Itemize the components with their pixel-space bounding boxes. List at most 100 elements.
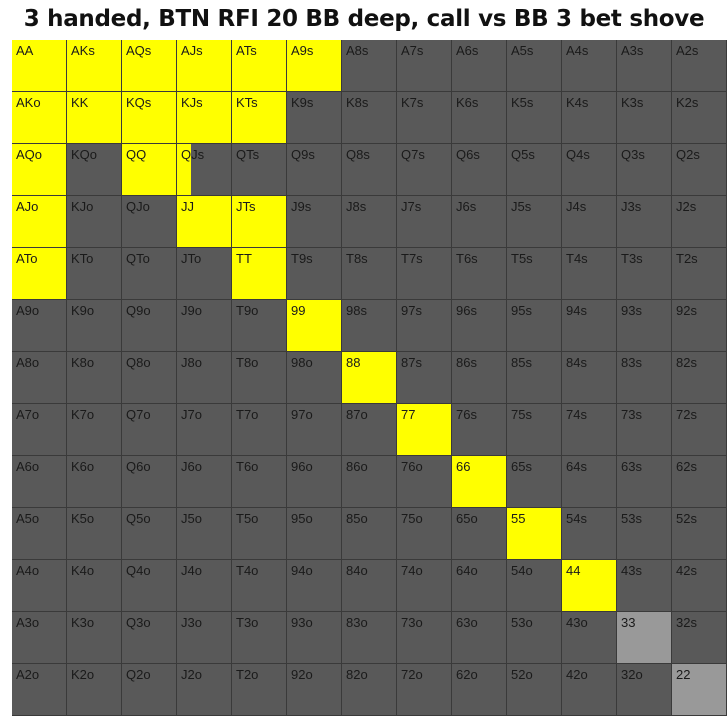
hand-label-K5o: K5o	[71, 511, 95, 526]
hand-label-T6o: T6o	[236, 459, 259, 474]
hand-cell-93s: 93s	[617, 300, 672, 352]
hand-label-44: 44	[566, 563, 581, 578]
hand-cell-43o: 43o	[562, 612, 617, 664]
hand-label-A5s: A5s	[511, 43, 534, 58]
hand-label-72o: 72o	[401, 667, 423, 682]
hand-label-ATs: ATs	[236, 43, 257, 58]
hand-label-33: 33	[621, 615, 636, 630]
hand-label-A2o: A2o	[16, 667, 40, 682]
hand-cell-54o: 54o	[507, 560, 562, 612]
hand-label-Q3s: Q3s	[621, 147, 645, 162]
hand-label-AKs: AKs	[71, 43, 95, 58]
hand-label-86o: 86o	[346, 459, 368, 474]
hand-cell-87o: 87o	[342, 404, 397, 456]
hand-cell-76o: 76o	[397, 456, 452, 508]
hand-cell-J8s: J8s	[342, 196, 397, 248]
hand-label-53s: 53s	[621, 511, 642, 526]
hand-cell-A2o: A2o	[12, 664, 67, 716]
hand-label-82o: 82o	[346, 667, 368, 682]
hand-cell-K8s: K8s	[342, 92, 397, 144]
hand-label-A3o: A3o	[16, 615, 40, 630]
hand-cell-T9o: T9o	[232, 300, 287, 352]
hand-label-42o: 42o	[566, 667, 588, 682]
hand-label-Q7o: Q7o	[126, 407, 151, 422]
call-fill-AQo	[12, 144, 66, 195]
hand-label-73s: 73s	[621, 407, 642, 422]
hand-label-J6s: J6s	[456, 199, 477, 214]
hand-cell-K2o: K2o	[67, 664, 122, 716]
hand-cell-K9o: K9o	[67, 300, 122, 352]
call-fill-ATo	[12, 248, 66, 299]
hand-cell-K8o: K8o	[67, 352, 122, 404]
hand-label-J4o: J4o	[181, 563, 202, 578]
call-fill-QJs	[177, 144, 191, 195]
hand-label-82s: 82s	[676, 355, 697, 370]
hand-label-J5o: J5o	[181, 511, 202, 526]
hand-cell-62s: 62s	[672, 456, 727, 508]
hand-cell-A6o: A6o	[12, 456, 67, 508]
hand-label-T9o: T9o	[236, 303, 259, 318]
hand-cell-A7o: A7o	[12, 404, 67, 456]
hand-label-85s: 85s	[511, 355, 532, 370]
hand-cell-88: 88	[342, 352, 397, 404]
hand-label-T5o: T5o	[236, 511, 259, 526]
hand-label-65o: 65o	[456, 511, 478, 526]
hand-label-76s: 76s	[456, 407, 477, 422]
call-fill-88	[342, 352, 396, 403]
hand-cell-K5o: K5o	[67, 508, 122, 560]
call-fill-AJs	[177, 40, 231, 91]
hand-label-AQs: AQs	[126, 43, 152, 58]
hand-label-A8o: A8o	[16, 355, 40, 370]
hand-label-A7s: A7s	[401, 43, 424, 58]
hand-cell-T4s: T4s	[562, 248, 617, 300]
hand-cell-33: 33	[617, 612, 672, 664]
hand-label-32s: 32s	[676, 615, 697, 630]
hand-label-A4s: A4s	[566, 43, 589, 58]
hand-label-KQs: KQs	[126, 95, 152, 110]
hand-label-JJ: JJ	[181, 199, 194, 214]
hand-label-QQ: QQ	[126, 147, 147, 162]
hand-label-J3s: J3s	[621, 199, 642, 214]
hand-label-K4s: K4s	[566, 95, 589, 110]
hand-label-T9s: T9s	[291, 251, 313, 266]
call-fill-AA	[12, 40, 66, 91]
hand-cell-44: 44	[562, 560, 617, 612]
hand-label-J9o: J9o	[181, 303, 202, 318]
hand-cell-A9o: A9o	[12, 300, 67, 352]
hand-cell-T2s: T2s	[672, 248, 727, 300]
hand-label-T4o: T4o	[236, 563, 259, 578]
hand-label-54s: 54s	[566, 511, 587, 526]
hand-cell-KTo: KTo	[67, 248, 122, 300]
hand-cell-T4o: T4o	[232, 560, 287, 612]
call-fill-KJs	[177, 92, 231, 143]
hand-label-97s: 97s	[401, 303, 422, 318]
hand-label-A9s: A9s	[291, 43, 314, 58]
hand-label-TT: TT	[236, 251, 252, 266]
hand-label-Q5s: Q5s	[511, 147, 535, 162]
call-fill-AQs	[122, 40, 176, 91]
hand-label-K9o: K9o	[71, 303, 95, 318]
hand-cell-65s: 65s	[507, 456, 562, 508]
hand-cell-75s: 75s	[507, 404, 562, 456]
hand-label-Q6o: Q6o	[126, 459, 151, 474]
call-fill-JTs	[232, 196, 286, 247]
hand-cell-Q4s: Q4s	[562, 144, 617, 196]
hand-cell-KQs: KQs	[122, 92, 177, 144]
hand-cell-53s: 53s	[617, 508, 672, 560]
hand-cell-J2o: J2o	[177, 664, 232, 716]
hand-label-JTs: JTs	[236, 199, 256, 214]
hand-label-98o: 98o	[291, 355, 313, 370]
hand-label-43o: 43o	[566, 615, 588, 630]
hand-label-96o: 96o	[291, 459, 313, 474]
hand-cell-A6s: A6s	[452, 40, 507, 92]
hand-label-43s: 43s	[621, 563, 642, 578]
hand-label-T2o: T2o	[236, 667, 259, 682]
hand-label-83o: 83o	[346, 615, 368, 630]
hand-cell-87s: 87s	[397, 352, 452, 404]
hand-cell-63o: 63o	[452, 612, 507, 664]
hand-cell-82s: 82s	[672, 352, 727, 404]
hand-label-K9s: K9s	[291, 95, 314, 110]
hand-label-A9o: A9o	[16, 303, 40, 318]
hand-label-J2o: J2o	[181, 667, 202, 682]
hand-label-T4s: T4s	[566, 251, 588, 266]
